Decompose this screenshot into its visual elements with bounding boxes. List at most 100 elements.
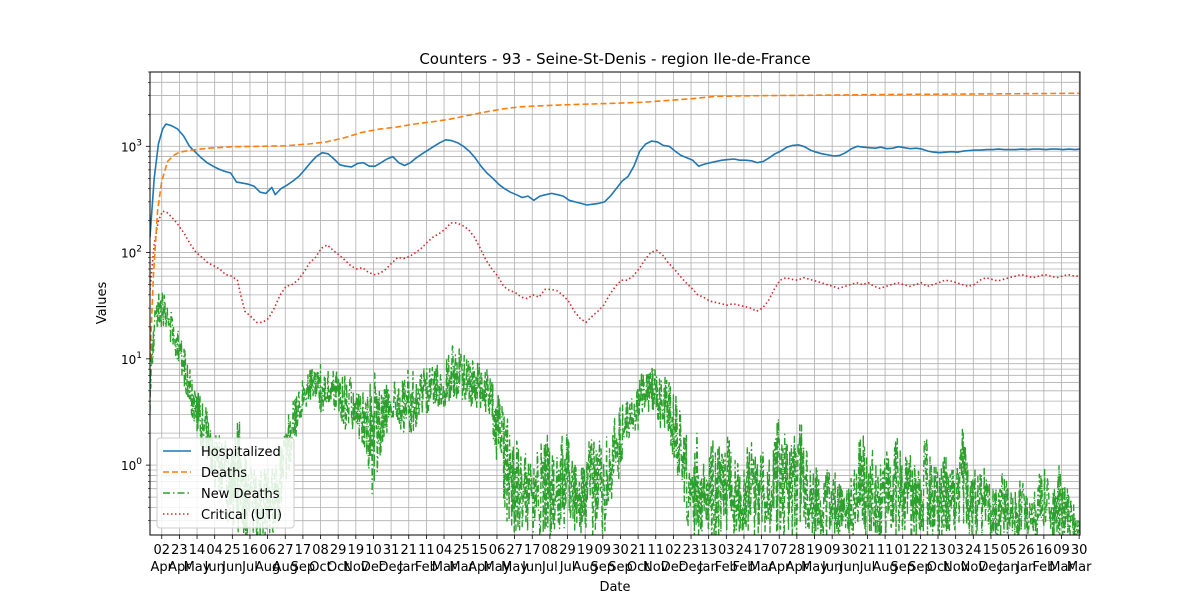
x-tick-month-label: Feb xyxy=(415,560,438,575)
x-tick-day-label: 24 xyxy=(965,543,982,558)
y-tick-base: 10 xyxy=(121,140,136,154)
legend-label-hospitalized: Hospitalized xyxy=(201,445,281,460)
x-tick-day-label: 13 xyxy=(930,543,947,558)
x-tick-month-label: May xyxy=(501,560,528,575)
x-tick-day-label: 29 xyxy=(330,543,347,558)
x-tick-day-label: 30 xyxy=(1071,543,1088,558)
x-tick-day-label: 02 xyxy=(665,543,682,558)
x-tick-month-label: Jul xyxy=(541,560,558,575)
x-tick-month-label: Apr xyxy=(786,560,809,575)
x-tick-month-label: Jun xyxy=(221,560,242,575)
x-tick-day-label: 08 xyxy=(542,543,559,558)
x-tick-day-label: 27 xyxy=(277,543,294,558)
y-tick-label: 102 xyxy=(121,245,142,261)
x-tick-month-label: Aug xyxy=(255,560,280,575)
x-tick-day-label: 22 xyxy=(912,543,929,558)
x-tick-day-label: 31 xyxy=(383,543,400,558)
x-tick-day-label: 14 xyxy=(189,543,206,558)
series-layer xyxy=(150,92,1080,535)
x-tick-month-label: Nov xyxy=(943,560,969,575)
x-tick-month-label: Jun xyxy=(839,560,860,575)
x-tick-day-label: 21 xyxy=(630,543,647,558)
x-tick-month-label: Nov xyxy=(643,560,669,575)
x-tick-day-label: 15 xyxy=(983,543,1000,558)
x-tick-day-label: 09 xyxy=(1053,543,1070,558)
x-tick-month-label: Jul xyxy=(559,560,576,575)
y-tick-exponent: 2 xyxy=(136,245,142,255)
x-tick-month-label: Aug xyxy=(872,560,897,575)
series-line-deaths xyxy=(150,92,1080,359)
x-tick-month-label: May xyxy=(801,560,828,575)
x-tick-month-label: Oct xyxy=(327,560,349,575)
legend: Hospitalized Deaths New Deaths Critical (UT… xyxy=(156,437,295,529)
x-tick-month-label: Apr xyxy=(168,560,191,575)
x-tick-day-label: 16 xyxy=(242,543,259,558)
x-tick-month-label: Feb xyxy=(1032,560,1055,575)
y-tick-exponent: 1 xyxy=(136,351,142,361)
x-tick-day-label: 06 xyxy=(489,543,506,558)
series-line-hospitalized xyxy=(150,123,1080,238)
x-tick-day-label: 01 xyxy=(894,543,911,558)
y-tick-exponent: 3 xyxy=(136,138,142,148)
x-tick-day-label: 06 xyxy=(259,543,276,558)
x-tick-day-label: 23 xyxy=(683,543,700,558)
y-tick-base: 10 xyxy=(121,459,136,473)
x-tick-month-label: Apr xyxy=(468,560,491,575)
x-tick-day-label: 21 xyxy=(400,543,417,558)
x-tick-month-label: Nov xyxy=(961,560,987,575)
x-tick-month-label: Mar xyxy=(1067,560,1092,575)
x-tick-month-label: Oct xyxy=(627,560,649,575)
x-tick-month-label: Nov xyxy=(343,560,369,575)
x-axis-label: Date xyxy=(599,580,630,595)
legend-label-deaths: Deaths xyxy=(201,466,247,481)
legend-label-new-deaths: New Deaths xyxy=(201,487,280,502)
x-tick-day-label: 30 xyxy=(842,543,859,558)
x-tick-month-label: Sep xyxy=(291,560,316,575)
x-tick-month-label: Jun xyxy=(521,560,542,575)
x-tick-month-label: Sep xyxy=(890,560,915,575)
x-tick-month-label: Oct xyxy=(927,560,949,575)
series-line-new-deaths xyxy=(150,291,1080,535)
x-tick-month-label: Mar xyxy=(1049,560,1074,575)
chart-title: Counters - 93 - Seine-St-Denis - region … xyxy=(419,50,810,68)
x-tick-month-label: Sep xyxy=(608,560,633,575)
y-tick-base: 10 xyxy=(121,353,136,367)
x-tick-month-label: Apr xyxy=(768,560,791,575)
y-tick-base: 10 xyxy=(121,247,136,261)
y-tick-label: 103 xyxy=(121,138,142,154)
x-tick-day-label: 13 xyxy=(700,543,717,558)
x-tick-month-label: Jan xyxy=(998,560,1019,575)
x-tick-day-label: 09 xyxy=(595,543,612,558)
x-tick-month-label: Sep xyxy=(908,560,933,575)
x-tick-day-label: 08 xyxy=(312,543,329,558)
x-tick-day-label: 25 xyxy=(453,543,470,558)
x-tick-month-label: Jan xyxy=(698,560,719,575)
legend-box xyxy=(156,437,295,529)
x-tick-month-label: Feb xyxy=(732,560,755,575)
x-tick-month-label: Mar xyxy=(449,560,474,575)
x-tick-month-label: Dec xyxy=(678,560,703,575)
x-tick-day-label: 19 xyxy=(348,543,365,558)
x-tick-month-label: Oct xyxy=(309,560,331,575)
x-tick-day-label: 24 xyxy=(736,543,753,558)
x-tick-month-label: Jan xyxy=(1015,560,1036,575)
x-tick-month-label: May xyxy=(484,560,511,575)
y-tick-label: 100 xyxy=(121,457,142,473)
x-tick-month-label: Aug xyxy=(273,560,298,575)
x-tick-day-label: 26 xyxy=(1018,543,1035,558)
x-tick-month-label: Dec xyxy=(661,560,686,575)
x-tick-month-label: Mar xyxy=(749,560,774,575)
x-tick-day-label: 29 xyxy=(559,543,576,558)
x-tick-day-label: 17 xyxy=(753,543,770,558)
y-tick-label: 101 xyxy=(121,351,142,367)
x-tick-month-label: Sep xyxy=(591,560,616,575)
y-axis-label: Values xyxy=(95,282,110,325)
x-tick-day-label: 28 xyxy=(789,543,806,558)
x-tick-day-label: 02 xyxy=(153,543,170,558)
x-tick-day-label: 16 xyxy=(1036,543,1053,558)
x-tick-day-label: 15 xyxy=(471,543,488,558)
x-tick-month-label: Jul xyxy=(241,560,258,575)
x-tick-day-label: 25 xyxy=(224,543,241,558)
